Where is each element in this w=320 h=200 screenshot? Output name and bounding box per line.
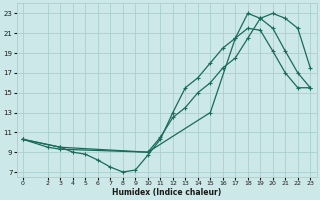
X-axis label: Humidex (Indice chaleur): Humidex (Indice chaleur) — [112, 188, 221, 197]
